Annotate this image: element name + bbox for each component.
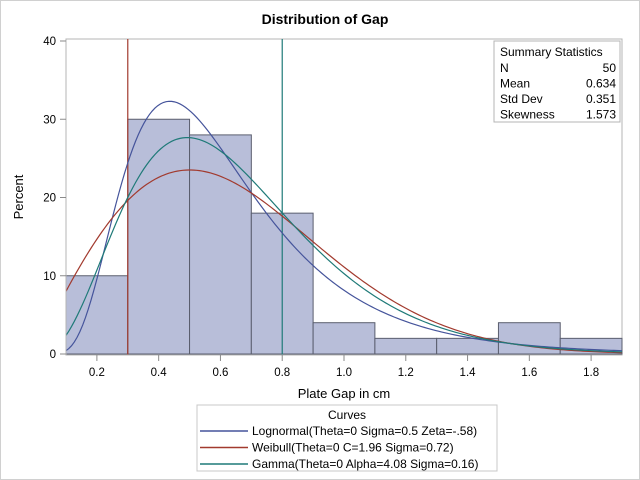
y-axis: 0 10 20 30 40 xyxy=(43,36,67,361)
inset-rows: N 50 Mean 0.634 Std Dev 0.351 Skewness 1.573 xyxy=(500,61,616,122)
x-tick-label: 0.2 xyxy=(89,367,105,379)
legend-label: Lognormal(Theta=0 Sigma=0.5 Zeta=-.58) xyxy=(252,424,477,438)
inset-title: Summary Statistics xyxy=(500,45,603,59)
inset-row-label: Std Dev xyxy=(500,92,543,106)
inset-row-label: Mean xyxy=(500,77,530,91)
x-tick-label: 1.2 xyxy=(398,367,414,379)
legend-items: Lognormal(Theta=0 Sigma=0.5 Zeta=-.58) We… xyxy=(200,424,478,471)
x-tick-label: 0.6 xyxy=(212,367,228,379)
y-tick-label: 40 xyxy=(43,36,56,48)
y-tick-label: 0 xyxy=(50,349,56,361)
x-tick-label: 1.0 xyxy=(336,367,352,379)
inset-row-value: 0.634 xyxy=(586,77,616,91)
x-tick-label: 1.4 xyxy=(460,367,477,379)
y-axis-label: Percent xyxy=(11,174,26,219)
legend-border xyxy=(196,404,498,472)
histogram-bar xyxy=(65,275,129,355)
inset-row-value: 1.573 xyxy=(586,108,616,122)
chart-title: Distribution of Gap xyxy=(262,11,389,27)
y-tick-label: 10 xyxy=(43,271,56,283)
x-axis: 0.2 0.4 0.6 0.8 1.0 1.2 1.4 1.6 1.8 xyxy=(66,354,622,379)
curve-gamma xyxy=(65,136,623,353)
inset-row-value: 50 xyxy=(603,61,617,75)
legend-label: Weibull(Theta=0 C=1.96 Sigma=0.72) xyxy=(252,441,454,455)
histogram-bar xyxy=(127,118,191,355)
inset-row-label: N xyxy=(500,61,509,75)
summary-statistics-inset: Summary Statistics N 50 Mean 0.634 Std Dev 0.… xyxy=(493,40,621,123)
legend: Curves Lognormal(Theta=0 Sigma=0.5 Zeta=… xyxy=(196,404,498,472)
inset-row-label: Skewness xyxy=(500,108,555,122)
inset-border xyxy=(493,40,621,123)
y-tick-label: 30 xyxy=(43,114,56,126)
fitted-curves xyxy=(65,100,623,354)
y-tick-label: 20 xyxy=(43,193,56,205)
x-tick-label: 1.8 xyxy=(583,367,599,379)
histogram-bar xyxy=(189,134,252,355)
inset-row-value: 0.351 xyxy=(586,92,616,106)
legend-label: Gamma(Theta=0 Alpha=4.08 Sigma=0.16) xyxy=(252,457,478,471)
histogram-bar xyxy=(374,337,438,355)
legend-title: Curves xyxy=(328,408,366,422)
x-tick-label: 0.4 xyxy=(151,367,168,379)
histogram-bar xyxy=(312,322,376,355)
x-axis-label: Plate Gap in cm xyxy=(298,386,391,401)
x-tick-label: 0.8 xyxy=(274,367,290,379)
x-tick-label: 1.6 xyxy=(521,367,537,379)
